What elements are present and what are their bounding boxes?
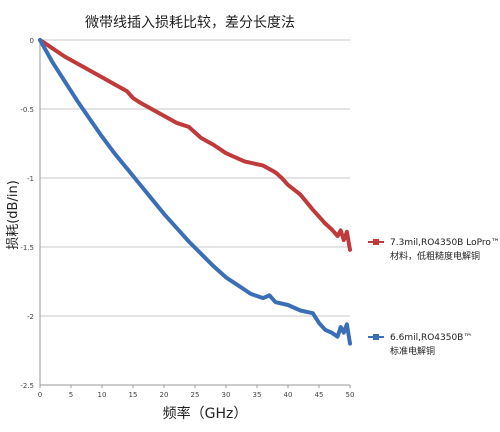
y-tick-label: -2 bbox=[27, 313, 34, 321]
y-axis-title: 损耗(dB/in) bbox=[6, 180, 21, 250]
x-tick-label: 40 bbox=[284, 391, 293, 399]
legend-marker-1 bbox=[373, 239, 379, 245]
axes: 0 -0.5 -1 -1.5 -2 -2.5 0 5 10 15 20 25 30 35 40 45 50 bbox=[20, 37, 354, 399]
y-tick-label: -2.5 bbox=[20, 382, 34, 390]
y-tick-label: 0 bbox=[30, 37, 34, 45]
series-line-2 bbox=[38, 38, 352, 346]
x-tick-label: 5 bbox=[69, 391, 73, 399]
x-tick-label: 50 bbox=[346, 391, 355, 399]
legend-label-1: 材料，低粗糙度电解铜 bbox=[390, 250, 480, 262]
x-tick-label: 15 bbox=[129, 391, 138, 399]
x-tick-label: 25 bbox=[191, 391, 200, 399]
y-tick-label: -0.5 bbox=[20, 106, 34, 114]
y-tick-label: -1.5 bbox=[20, 244, 34, 252]
x-tick-label: 20 bbox=[160, 391, 169, 399]
legend-label-1: 7.3mil,RO4350B LoPro™ bbox=[390, 238, 500, 248]
legend: 7.3mil,RO4350B LoPro™ 材料，低粗糙度电解铜 6.6mil,RO… bbox=[368, 238, 500, 357]
x-axis-title: 频率（GHz） bbox=[163, 405, 248, 422]
x-tick-label: 10 bbox=[98, 391, 107, 399]
chart-title: 微带线插入损耗比较，差分长度法 bbox=[85, 15, 295, 31]
x-tick-label: 30 bbox=[222, 391, 231, 399]
legend-label-2: 标准电解铜 bbox=[390, 345, 435, 357]
series bbox=[38, 38, 352, 346]
legend-marker-2 bbox=[373, 334, 379, 340]
x-tick-label: 0 bbox=[38, 391, 42, 399]
x-tick-label: 35 bbox=[253, 391, 262, 399]
x-tick-label: 45 bbox=[315, 391, 324, 399]
series-line-1 bbox=[38, 38, 352, 252]
legend-label-2: 6.6mil,RO4350B™ bbox=[390, 333, 472, 343]
y-tick-label: -1 bbox=[27, 175, 34, 183]
